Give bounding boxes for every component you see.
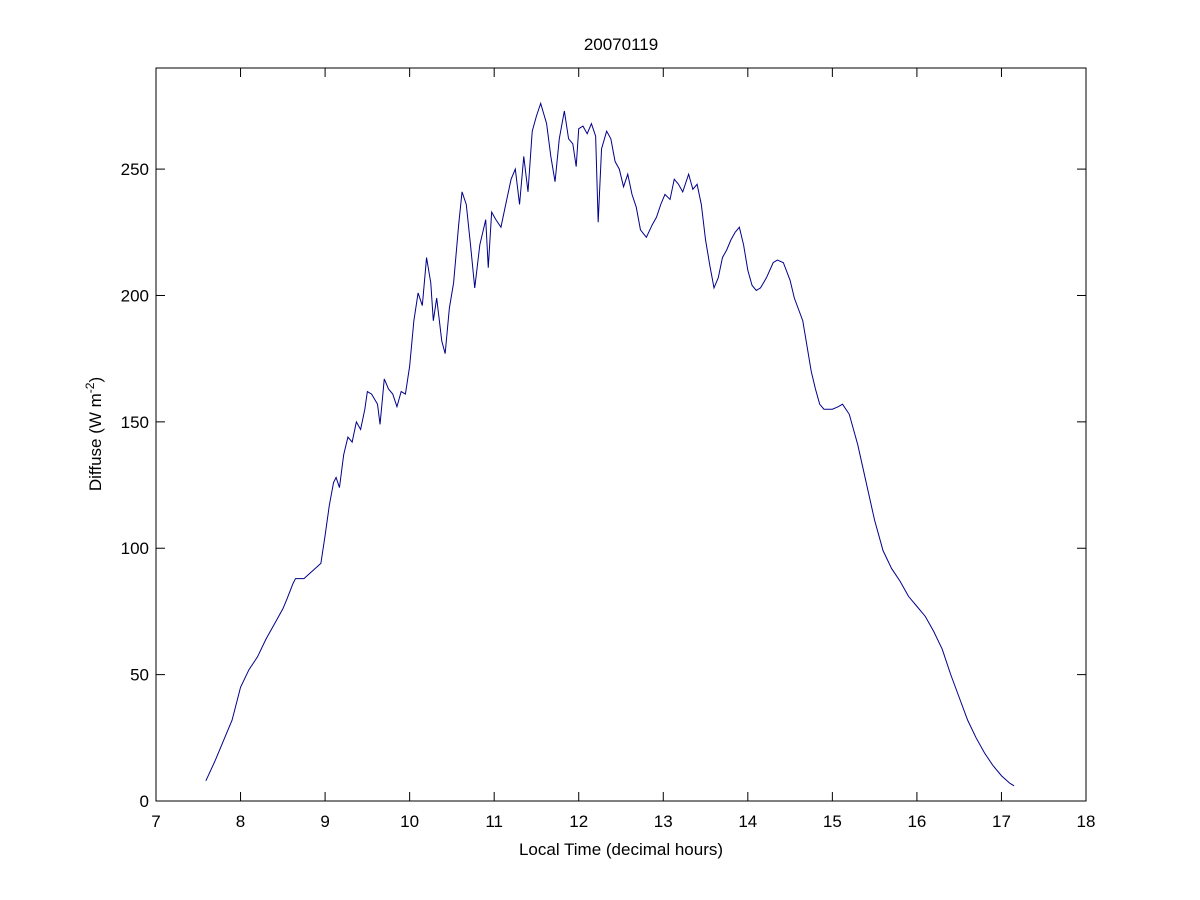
y-axis-label: Diffuse (W m-2) bbox=[83, 377, 105, 491]
y-tick-label: 250 bbox=[121, 160, 149, 179]
tick-labels: 7 8 9 10 11 12 13 14 15 16 17 18 0 50 100 150 200 250 bbox=[121, 160, 1096, 831]
x-axis-label: Local Time (decimal hours) bbox=[519, 840, 723, 859]
y-tick-label: 0 bbox=[140, 792, 149, 811]
diffuse-series-line bbox=[205, 101, 1015, 787]
x-tick-label: 13 bbox=[654, 812, 673, 831]
x-tick-label: 15 bbox=[823, 812, 842, 831]
x-tick-label: 7 bbox=[151, 812, 160, 831]
x-tick-label: 9 bbox=[320, 812, 329, 831]
y-tick-label: 150 bbox=[121, 413, 149, 432]
plot-area bbox=[155, 67, 1087, 802]
chart-title: 20070119 bbox=[584, 35, 658, 54]
y-axis-label-main: Diffuse (W m bbox=[86, 393, 105, 491]
y-axis-label-suffix: ) bbox=[86, 377, 105, 383]
x-tick-label: 12 bbox=[569, 812, 588, 831]
y-tick-label: 200 bbox=[121, 286, 149, 305]
x-tick-label: 14 bbox=[738, 812, 757, 831]
x-tick-label: 8 bbox=[236, 812, 245, 831]
x-tick-label: 11 bbox=[485, 812, 503, 831]
y-tick-label: 50 bbox=[130, 666, 149, 685]
x-tick-label: 16 bbox=[907, 812, 926, 831]
y-tick-label: 100 bbox=[121, 539, 149, 558]
x-tick-label: 17 bbox=[992, 812, 1011, 831]
x-tick-label: 10 bbox=[400, 812, 419, 831]
y-axis-label-superscript: -2 bbox=[83, 382, 97, 393]
axis-ticks bbox=[155, 68, 1087, 802]
x-tick-label: 18 bbox=[1077, 812, 1096, 831]
